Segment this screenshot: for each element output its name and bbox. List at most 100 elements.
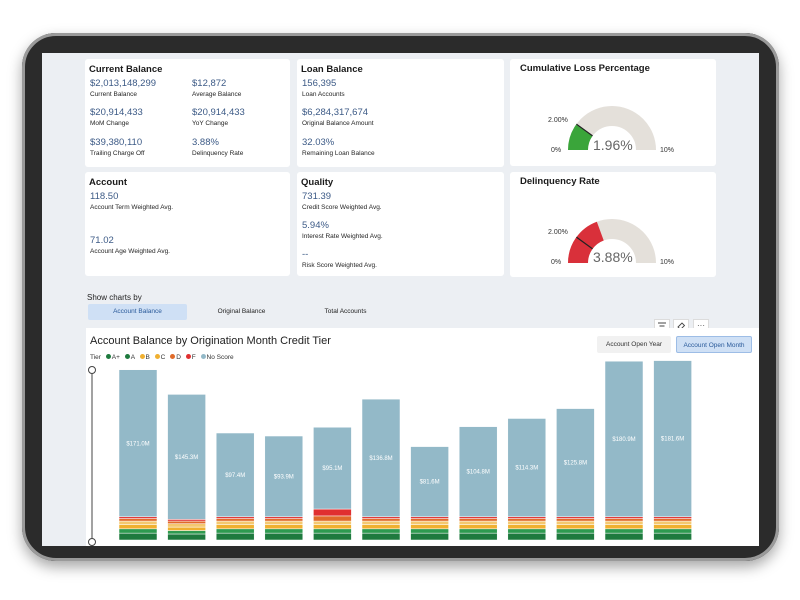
range-slider-handle[interactable] xyxy=(88,538,96,546)
bar-segment-aplus[interactable] xyxy=(167,533,206,541)
bar-segment-no-score[interactable] xyxy=(507,418,547,518)
bar-segment-c[interactable] xyxy=(167,523,206,528)
bar-segment-b[interactable] xyxy=(653,524,692,530)
bar-segment-d[interactable] xyxy=(410,518,449,522)
bar-segment-f[interactable] xyxy=(556,516,595,519)
bar-segment-no-score[interactable] xyxy=(410,446,449,518)
metric-value: 3.88% xyxy=(192,137,219,148)
bar-segment-c[interactable] xyxy=(313,520,352,525)
original-balance-metric: $6,284,317,674 Original Balance Amount xyxy=(302,107,374,127)
bar-segment-b[interactable] xyxy=(215,524,255,530)
bar-segment-aplus[interactable] xyxy=(507,532,547,541)
bar-segment-aplus[interactable] xyxy=(215,532,255,541)
bar-segment-a[interactable] xyxy=(507,528,547,534)
bar-segment-b[interactable] xyxy=(167,526,206,531)
bar-segment-b[interactable] xyxy=(118,524,158,530)
bar-segment-d[interactable] xyxy=(653,518,692,522)
bar-segment-d[interactable] xyxy=(215,518,255,522)
bar-segment-aplus[interactable] xyxy=(458,532,498,541)
bar-segment-d[interactable] xyxy=(604,518,644,522)
bar-segment-f[interactable] xyxy=(215,516,255,519)
bar-segment-a[interactable] xyxy=(313,528,352,534)
bar-segment-no-score[interactable] xyxy=(604,360,644,518)
bar-segment-aplus[interactable] xyxy=(604,532,644,541)
bar-segment-c[interactable] xyxy=(507,520,547,525)
bar-segment-a[interactable] xyxy=(118,528,158,534)
bar-segment-a[interactable] xyxy=(264,528,304,534)
bar-segment-b[interactable] xyxy=(264,524,304,530)
bar-segment-aplus[interactable] xyxy=(264,532,304,541)
bar-segment-f[interactable] xyxy=(410,516,449,519)
bar-segment-no-score[interactable] xyxy=(167,394,206,520)
bar-segment-c[interactable] xyxy=(458,520,498,525)
bar-segment-aplus[interactable] xyxy=(313,532,352,541)
range-slider-handle[interactable] xyxy=(88,366,96,374)
bar-segment-d[interactable] xyxy=(361,518,401,522)
bar-segment-a[interactable] xyxy=(410,528,449,534)
bar-segment-d[interactable] xyxy=(458,518,498,522)
bar-segment-no-score[interactable] xyxy=(215,432,255,518)
bar-segment-d[interactable] xyxy=(167,520,206,524)
bar-segment-c[interactable] xyxy=(361,520,401,525)
bar-segment-c[interactable] xyxy=(604,520,644,525)
bar-segment-d[interactable] xyxy=(556,518,595,522)
bar-segment-aplus[interactable] xyxy=(556,532,595,541)
bar-segment-b[interactable] xyxy=(410,524,449,530)
metric-label: MoM Change xyxy=(90,120,130,127)
bar-segment-no-score[interactable] xyxy=(458,426,498,518)
bar-segment-d[interactable] xyxy=(118,518,158,522)
bar-segment-b[interactable] xyxy=(361,524,401,530)
bar-segment-f[interactable] xyxy=(458,516,498,519)
bar-segment-c[interactable] xyxy=(215,520,255,525)
bar-segment-c[interactable] xyxy=(556,520,595,525)
bar-segment-b[interactable] xyxy=(507,524,547,530)
bar-segment-b[interactable] xyxy=(458,524,498,530)
toggle-total-accounts[interactable]: Total Accounts xyxy=(324,308,367,315)
bar-segment-d[interactable] xyxy=(313,515,352,522)
bar-segment-d[interactable] xyxy=(264,518,304,522)
bar-segment-c[interactable] xyxy=(264,520,304,525)
bar-segment-a[interactable] xyxy=(604,528,644,534)
chart-title: Account Balance by Origination Month Cre… xyxy=(90,335,331,347)
gauge-value: 1.96% xyxy=(593,137,633,153)
bar-segment-a[interactable] xyxy=(361,528,401,534)
bar-segment-aplus[interactable] xyxy=(118,532,158,541)
bar-segment-aplus[interactable] xyxy=(653,532,692,541)
bar-segment-no-score[interactable] xyxy=(313,427,352,510)
toggle-account-balance[interactable]: Account Balance xyxy=(88,304,187,320)
bar-segment-f[interactable] xyxy=(118,516,158,519)
bar-segment-aplus[interactable] xyxy=(361,532,401,541)
bar-segment-b[interactable] xyxy=(604,524,644,530)
tab-account-open-month[interactable]: Account Open Month xyxy=(676,336,752,353)
bar-segment-f[interactable] xyxy=(361,516,401,519)
bar-segment-a[interactable] xyxy=(167,530,206,535)
bar-segment-c[interactable] xyxy=(653,520,692,525)
toggle-original-balance[interactable]: Original Balance xyxy=(217,308,266,315)
bar-value-label: $180.9M xyxy=(612,437,635,443)
metric-label: Trailing Charge Off xyxy=(90,150,145,157)
bar-segment-no-score[interactable] xyxy=(653,360,692,518)
bar-segment-f[interactable] xyxy=(653,516,692,519)
tab-account-open-year[interactable]: Account Open Year xyxy=(597,336,671,353)
bar-segment-d[interactable] xyxy=(507,518,547,522)
bar-segment-no-score[interactable] xyxy=(264,435,304,518)
bar-segment-a[interactable] xyxy=(458,528,498,534)
bar-segment-aplus[interactable] xyxy=(410,532,449,541)
bar-segment-no-score[interactable] xyxy=(556,408,595,518)
bar-segment-f[interactable] xyxy=(313,508,352,517)
bar-segment-a[interactable] xyxy=(556,528,595,534)
bar-segment-no-score[interactable] xyxy=(118,369,158,518)
bar-segment-c[interactable] xyxy=(410,520,449,525)
legend-item: D xyxy=(176,354,181,361)
bar-segment-no-score[interactable] xyxy=(361,398,401,518)
bar-segment-f[interactable] xyxy=(604,516,644,519)
bar-segment-b[interactable] xyxy=(556,524,595,530)
credit-score-metric: 731.39 Credit Score Weighted Avg. xyxy=(302,191,382,211)
bar-segment-f[interactable] xyxy=(167,519,206,522)
bar-segment-b[interactable] xyxy=(313,524,352,530)
bar-segment-f[interactable] xyxy=(264,516,304,519)
bar-segment-f[interactable] xyxy=(507,516,547,519)
bar-segment-c[interactable] xyxy=(118,520,158,525)
bar-segment-a[interactable] xyxy=(215,528,255,534)
bar-segment-a[interactable] xyxy=(653,528,692,534)
